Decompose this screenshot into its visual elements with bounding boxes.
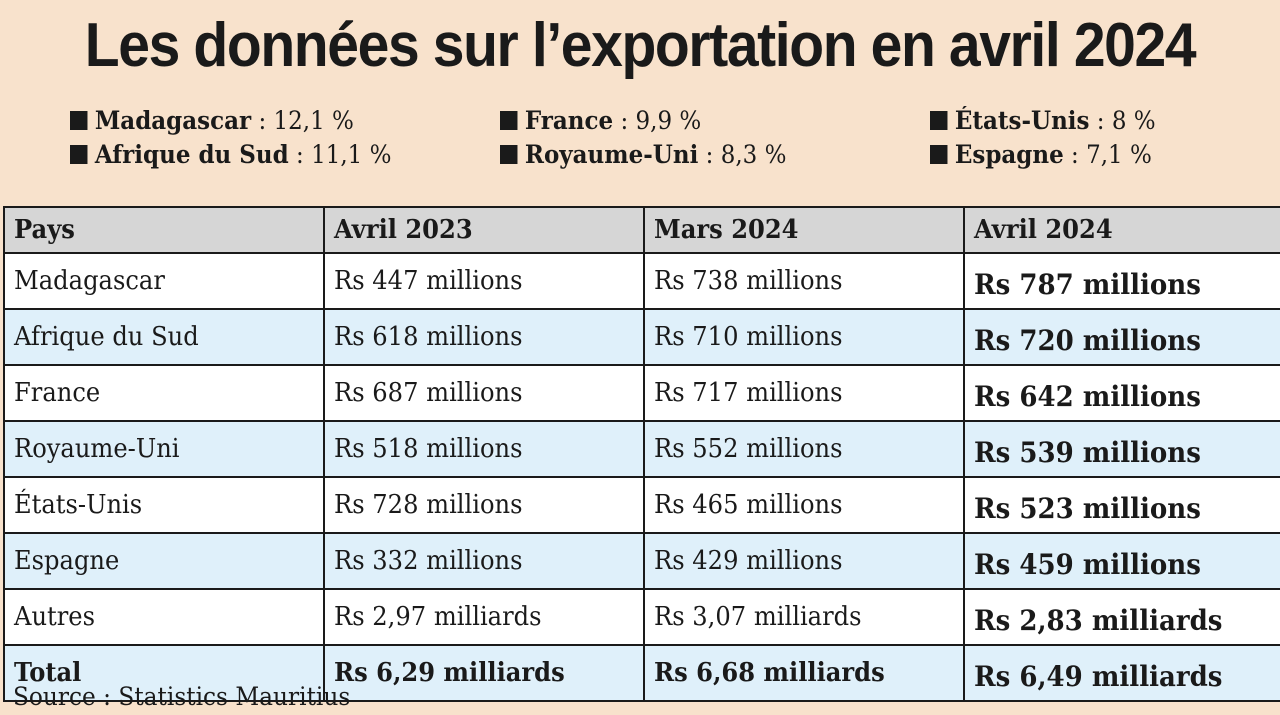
cell-mars-2024: Rs 710 millions (643, 308, 965, 366)
header-avril-2023: Avril 2023 (323, 206, 645, 254)
legend-item-afrique-du-sud: Afrique du Sud : 11,1 % (70, 139, 391, 171)
cell-avril-2023: Rs 687 millions (323, 364, 645, 422)
legend: Madagascar : 12,1 % France : 9,9 % États… (70, 105, 1260, 173)
cell-mars-2024: Rs 717 millions (643, 364, 965, 422)
cell-avril-2023: Rs 518 millions (323, 420, 645, 478)
cell-pays: Madagascar (3, 252, 325, 310)
legend-item-madagascar: Madagascar : 12,1 % (70, 105, 354, 137)
cell-avril-2024: Rs 2,83 milliards (963, 588, 1280, 646)
page-title: Les données sur l’exportation en avril 2… (84, 11, 1197, 80)
legend-item-etats-unis: États-Unis : 8 % (930, 105, 1156, 137)
legend-name: Madagascar (94, 106, 252, 135)
cell-mars-2024: Rs 3,07 milliards (643, 588, 965, 646)
table-row: Espagne Rs 332 millions Rs 429 millions … (3, 532, 1280, 590)
cell-mars-2024: Rs 465 millions (643, 476, 965, 534)
cell-pays: États-Unis (3, 476, 325, 534)
cell-pays: France (3, 364, 325, 422)
legend-name: Espagne (954, 140, 1064, 169)
table-row: France Rs 687 millions Rs 717 millions R… (3, 364, 1280, 422)
cell-mars-2024: Rs 429 millions (643, 532, 965, 590)
table-header-row: Pays Avril 2023 Mars 2024 Avril 2024 (3, 206, 1280, 254)
legend-square-icon (70, 145, 88, 164)
legend-item-espagne: Espagne : 7,1 % (930, 139, 1152, 171)
table-row: Autres Rs 2,97 milliards Rs 3,07 milliar… (3, 588, 1280, 646)
cell-pays: Afrique du Sud (3, 308, 325, 366)
legend-item-france: France : 9,9 % (500, 105, 701, 137)
source-note: Source : Statistics Mauritius (13, 682, 351, 711)
cell-avril-2024: Rs 642 millions (963, 364, 1280, 422)
legend-square-icon (500, 145, 518, 164)
cell-avril-2024: Rs 720 millions (963, 308, 1280, 366)
cell-avril-2023: Rs 447 millions (323, 252, 645, 310)
legend-value: : 11,1 % (288, 140, 392, 169)
legend-name: Royaume-Uni (524, 140, 699, 169)
legend-value: : 8,3 % (698, 140, 787, 169)
table-row-total: Total Rs 6,29 milliards Rs 6,68 milliard… (3, 644, 1280, 702)
cell-pays: Autres (3, 588, 325, 646)
table-row: États-Unis Rs 728 millions Rs 465 millio… (3, 476, 1280, 534)
cell-mars-2024: Rs 738 millions (643, 252, 965, 310)
cell-avril-2024: Rs 539 millions (963, 420, 1280, 478)
table-row: Afrique du Sud Rs 618 millions Rs 710 mi… (3, 308, 1280, 366)
table-row: Royaume-Uni Rs 518 millions Rs 552 milli… (3, 420, 1280, 478)
cell-pays: Royaume-Uni (3, 420, 325, 478)
cell-mars-2024: Rs 6,68 milliards (643, 644, 965, 702)
legend-name: États-Unis (954, 106, 1090, 135)
header-avril-2024: Avril 2024 (963, 206, 1280, 254)
export-table: Pays Avril 2023 Mars 2024 Avril 2024 Mad… (3, 206, 1280, 702)
cell-avril-2024: Rs 787 millions (963, 252, 1280, 310)
legend-square-icon (70, 111, 88, 130)
legend-name: France (524, 106, 614, 135)
legend-item-royaume-uni: Royaume-Uni : 8,3 % (500, 139, 786, 171)
cell-avril-2024: Rs 459 millions (963, 532, 1280, 590)
legend-value: : 12,1 % (251, 106, 354, 135)
legend-square-icon (500, 111, 518, 130)
cell-avril-2023: Rs 728 millions (323, 476, 645, 534)
cell-avril-2024: Rs 6,49 milliards (963, 644, 1280, 702)
cell-avril-2023: Rs 618 millions (323, 308, 645, 366)
legend-square-icon (930, 145, 948, 164)
cell-avril-2023: Rs 332 millions (323, 532, 645, 590)
cell-avril-2023: Rs 6,29 milliards (323, 644, 645, 702)
cell-avril-2024: Rs 523 millions (963, 476, 1280, 534)
cell-pays: Total (3, 644, 325, 702)
header-pays: Pays (3, 206, 325, 254)
legend-square-icon (930, 111, 948, 130)
cell-pays: Espagne (3, 532, 325, 590)
cell-avril-2023: Rs 2,97 milliards (323, 588, 645, 646)
header-mars-2024: Mars 2024 (643, 206, 965, 254)
cell-mars-2024: Rs 552 millions (643, 420, 965, 478)
legend-value: : 8 % (1089, 106, 1156, 135)
legend-value: : 9,9 % (613, 106, 702, 135)
legend-name: Afrique du Sud (94, 140, 289, 169)
legend-value: : 7,1 % (1063, 140, 1152, 169)
table-row: Madagascar Rs 447 millions Rs 738 millio… (3, 252, 1280, 310)
